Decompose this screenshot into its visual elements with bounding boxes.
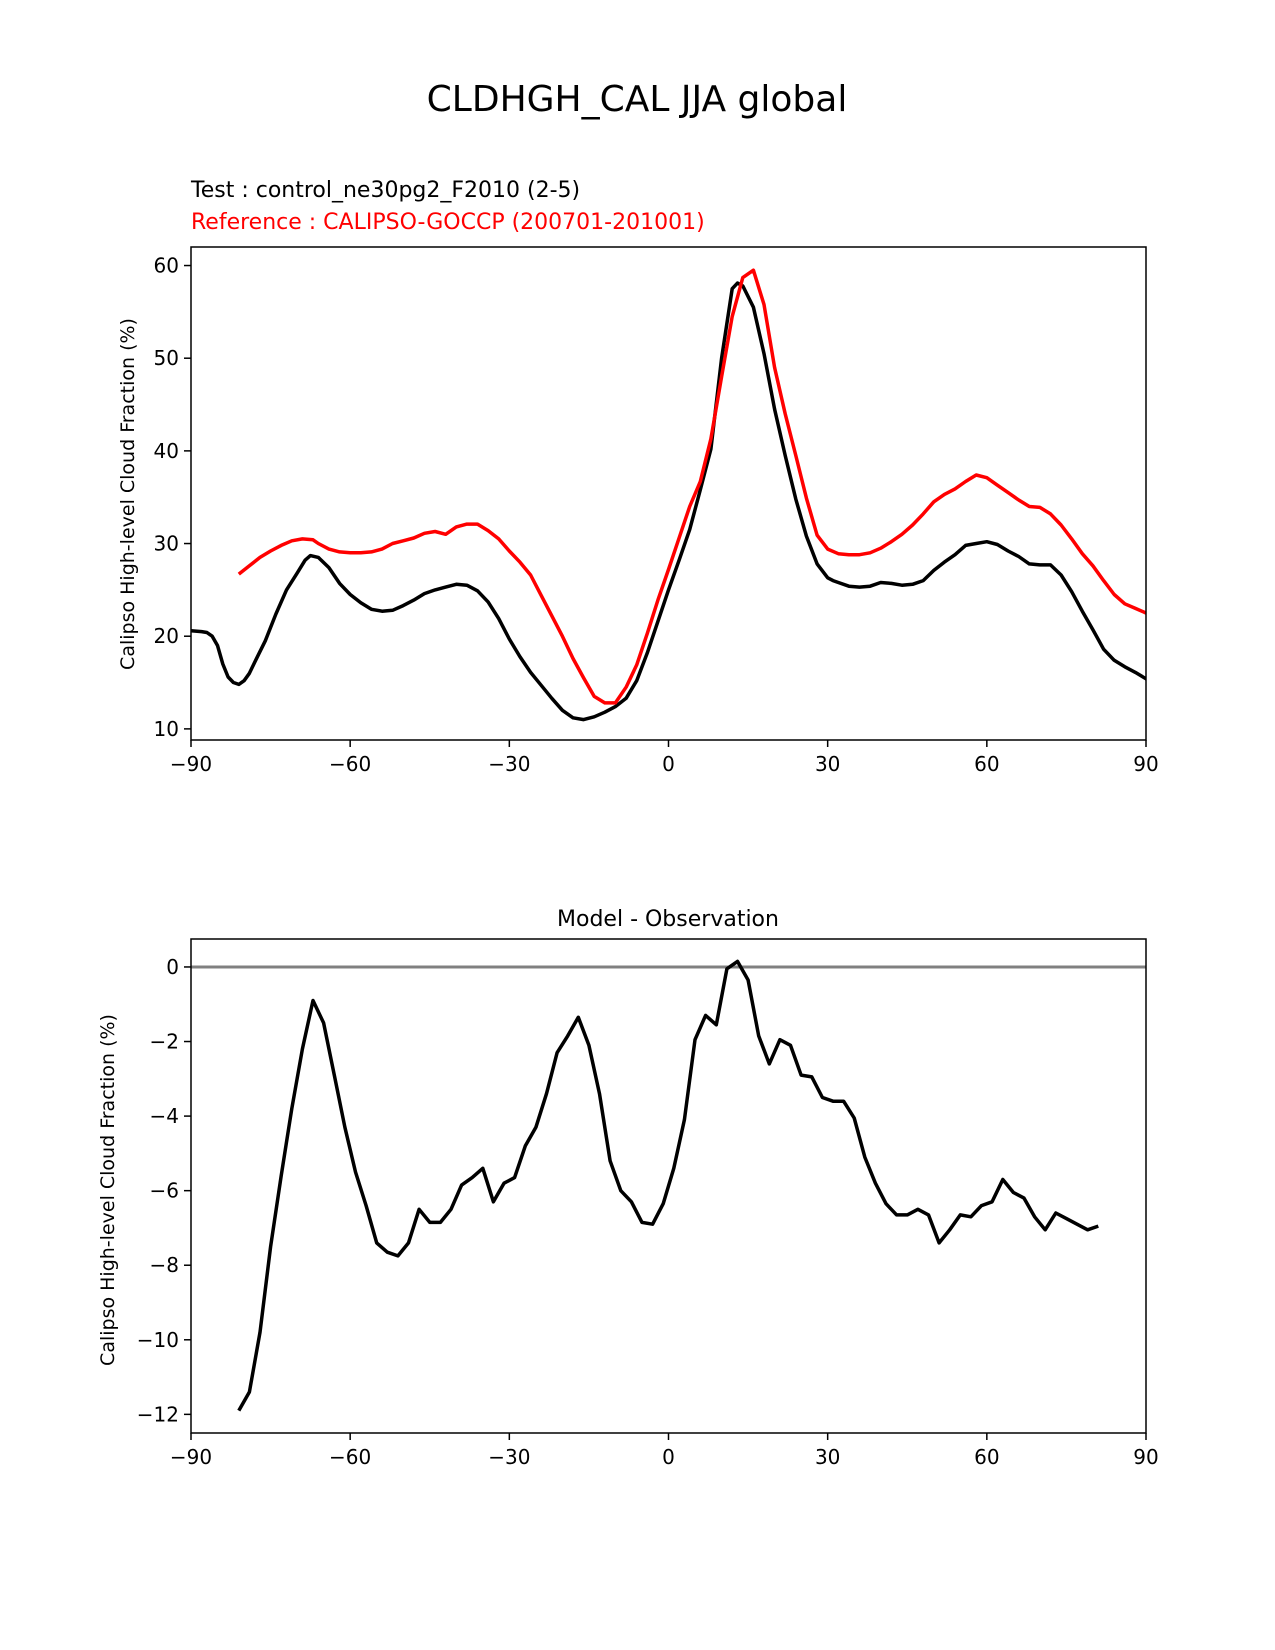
bottom-series-group	[191, 959, 1146, 1412]
top-x-tick-label: 60	[974, 752, 999, 776]
top-series-group	[191, 268, 1146, 722]
top-x-tick-label: −60	[329, 752, 371, 776]
test-title: Test : control_ne30pg2_F2010 (2-5)	[190, 178, 580, 203]
figure-title: CLDHGH_CAL JJA global	[427, 79, 848, 120]
bottom-y-tick-label: −10	[137, 1328, 179, 1352]
bottom-y-tick-label: −8	[150, 1253, 179, 1277]
top-y-tick-label: 40	[154, 439, 179, 463]
bottom-x-tick-label: −90	[170, 1445, 212, 1469]
top-panel: Test : control_ne30pg2_F2010 (2-5) Refer…	[117, 178, 1159, 776]
bottom-x-tick-label: 30	[815, 1445, 840, 1469]
bottom-x-tick-label: 90	[1133, 1445, 1158, 1469]
top-test-series-line	[191, 281, 1146, 722]
bottom-x-tick-label: 0	[662, 1445, 675, 1469]
bottom-plot-area	[191, 959, 1146, 1412]
top-x-tick-label: −30	[488, 752, 530, 776]
top-x-tick-label: 30	[815, 752, 840, 776]
bottom-panel: Model - Observation Calipso High-level C…	[97, 907, 1159, 1469]
bottom-x-tick-label: 60	[974, 1445, 999, 1469]
bottom-y-tick-label: −4	[150, 1104, 179, 1128]
top-plot-area	[191, 268, 1146, 722]
top-ticks: −90 −60 −30 0 30 60 90 10 20 30 40 50 60	[154, 254, 1159, 776]
top-axes-frame	[190, 246, 1147, 741]
reference-title: Reference : CALIPSO-GOCCP (200701-201001…	[191, 210, 705, 235]
top-y-tick-label: 20	[154, 624, 179, 648]
bottom-y-tick-label: −6	[150, 1179, 179, 1203]
bottom-difference-series-line	[237, 959, 1099, 1412]
top-y-axis-label: Calipso High-level Cloud Fraction (%)	[117, 318, 139, 670]
bottom-y-tick-label: −2	[150, 1030, 179, 1054]
top-y-tick-label: 60	[154, 254, 179, 278]
bottom-ticks: −90 −60 −30 0 30 60 90 0 −2 −4 −6 −8 −10 −12	[137, 955, 1159, 1469]
bottom-x-tick-label: −60	[329, 1445, 371, 1469]
top-reference-series-line	[237, 268, 1146, 705]
bottom-y-axis-label: Calipso High-level Cloud Fraction (%)	[97, 1014, 119, 1366]
bottom-title: Model - Observation	[557, 907, 779, 932]
bottom-y-tick-label: −12	[137, 1402, 179, 1426]
top-x-tick-label: −90	[170, 752, 212, 776]
top-x-tick-label: 90	[1133, 752, 1158, 776]
top-x-tick-label: 0	[662, 752, 675, 776]
bottom-x-tick-label: −30	[488, 1445, 530, 1469]
bottom-y-tick-label: 0	[166, 955, 179, 979]
top-y-tick-label: 50	[154, 346, 179, 370]
top-y-tick-label: 10	[154, 717, 179, 741]
top-y-tick-label: 30	[154, 532, 179, 556]
